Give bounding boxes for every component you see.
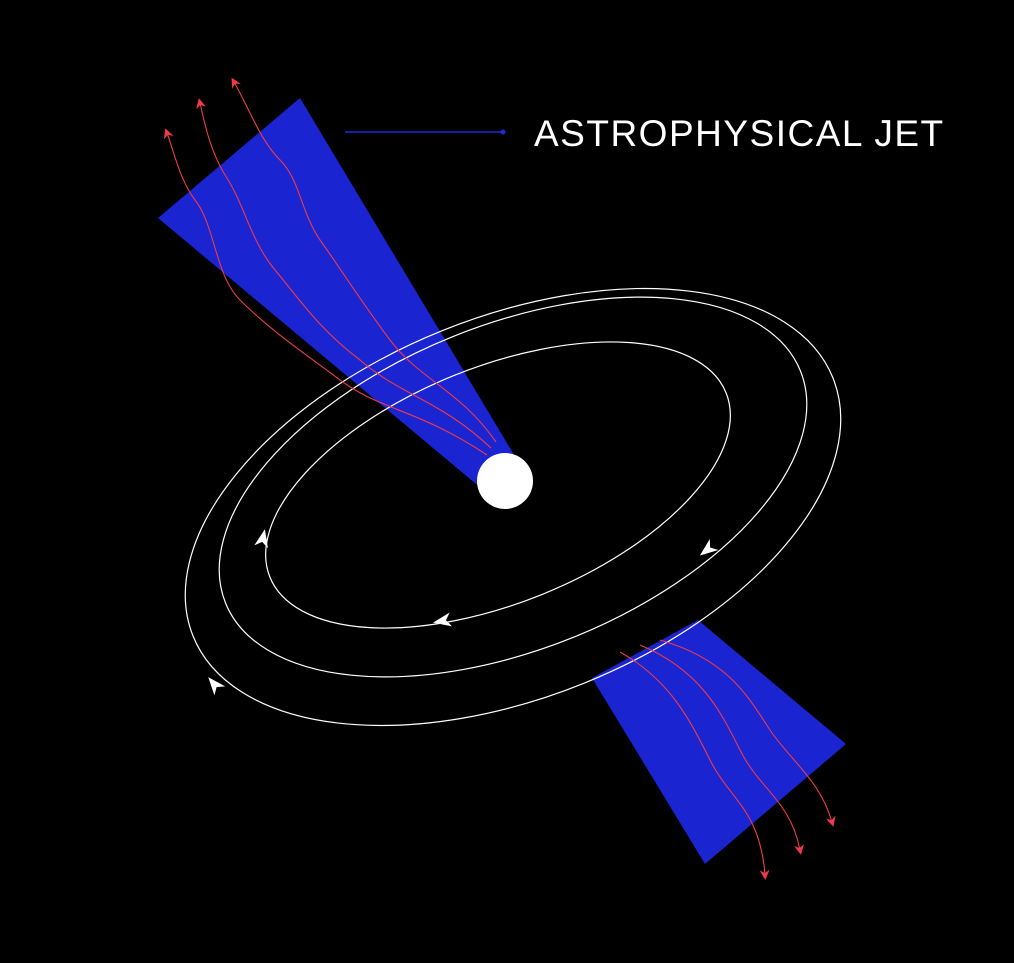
field-line xyxy=(196,98,492,449)
orbit-arrow-icon xyxy=(433,612,453,627)
disk-orbit-inner xyxy=(265,341,731,629)
field-line xyxy=(231,77,497,443)
disk-orbit-outer xyxy=(184,287,842,727)
orbit-arrows xyxy=(208,529,719,696)
upper-jet-field-lines xyxy=(164,77,497,456)
orbit-arrow-icon xyxy=(254,529,268,549)
field-line xyxy=(659,639,836,827)
field-line xyxy=(639,644,804,855)
accretion-disk xyxy=(184,287,842,727)
central-object-icon xyxy=(477,453,533,509)
lower-jet-field-lines xyxy=(619,639,836,880)
disk-orbit-middle xyxy=(218,296,808,678)
orbit-arrow-icon xyxy=(699,538,719,556)
field-line xyxy=(164,128,488,456)
orbit-arrow-icon xyxy=(208,677,226,696)
astrophysical-jet-label: ASTROPHYSICAL JET xyxy=(534,113,945,154)
upper-jet-cone xyxy=(158,98,522,494)
label-leader-dot xyxy=(500,129,506,135)
lower-jet-cone xyxy=(592,620,846,864)
field-line xyxy=(619,651,770,880)
